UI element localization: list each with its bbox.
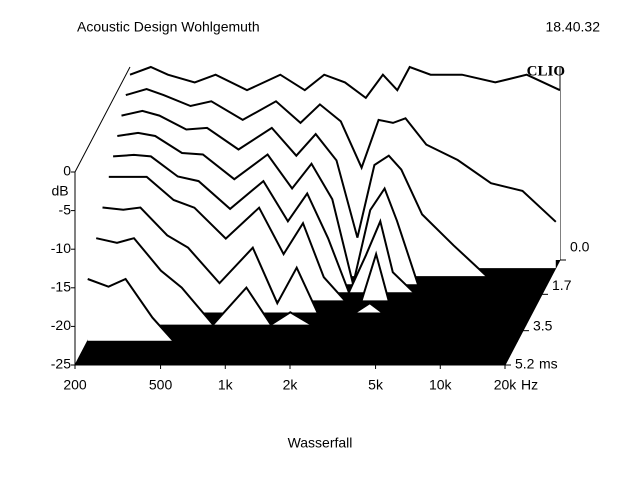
slice-fill xyxy=(87,279,518,341)
slice-line xyxy=(121,109,552,278)
caption: Wasserfall xyxy=(288,435,353,451)
slice-line xyxy=(113,153,544,295)
slice-line xyxy=(102,206,533,314)
y-axis-label: dB xyxy=(51,183,68,199)
slice-fill xyxy=(108,176,539,301)
x-unit: Hz xyxy=(521,377,538,393)
x-tick-label: 200 xyxy=(63,377,87,393)
logo: CLIO xyxy=(527,63,565,79)
y-tick-label: -10 xyxy=(51,240,71,256)
slice-line xyxy=(87,277,518,342)
x-tick-label: 5k xyxy=(368,377,384,393)
x-tick-label: 20k xyxy=(494,377,518,393)
x-tick-label: 2k xyxy=(283,377,299,393)
plot: 0 -5 -10 -15 -20 -25 200 500 1k 2k 5k 10k 20k Hz 0.0 1.… xyxy=(51,63,590,392)
chart-title: Acoustic Design Wohlgemuth xyxy=(77,19,260,35)
z-tick-label: 1.7 xyxy=(552,277,572,293)
x-tick-label: 10k xyxy=(429,377,453,393)
slice-line xyxy=(95,237,527,327)
y-tick-label: -25 xyxy=(51,356,71,372)
axis-line xyxy=(74,66,131,173)
y-tick-label: -15 xyxy=(51,279,71,295)
z-tick-label: 0.0 xyxy=(570,239,590,255)
x-tick-label: 500 xyxy=(149,377,173,393)
z-tick-label: 3.5 xyxy=(533,317,553,333)
timestamp: 18.40.32 xyxy=(546,19,601,35)
x-tick-label: 1k xyxy=(218,377,234,393)
slice-fill xyxy=(102,207,533,313)
slice-line xyxy=(117,131,548,286)
z-unit: ms xyxy=(539,356,558,372)
y-tick-label: -5 xyxy=(59,201,72,217)
z-tick-label: 5.2 xyxy=(515,356,535,372)
slice-line xyxy=(129,65,561,100)
slice-line xyxy=(108,175,539,302)
y-tick-label: 0 xyxy=(63,163,71,179)
slice-line xyxy=(125,87,557,223)
y-tick-label: -20 xyxy=(51,317,71,333)
